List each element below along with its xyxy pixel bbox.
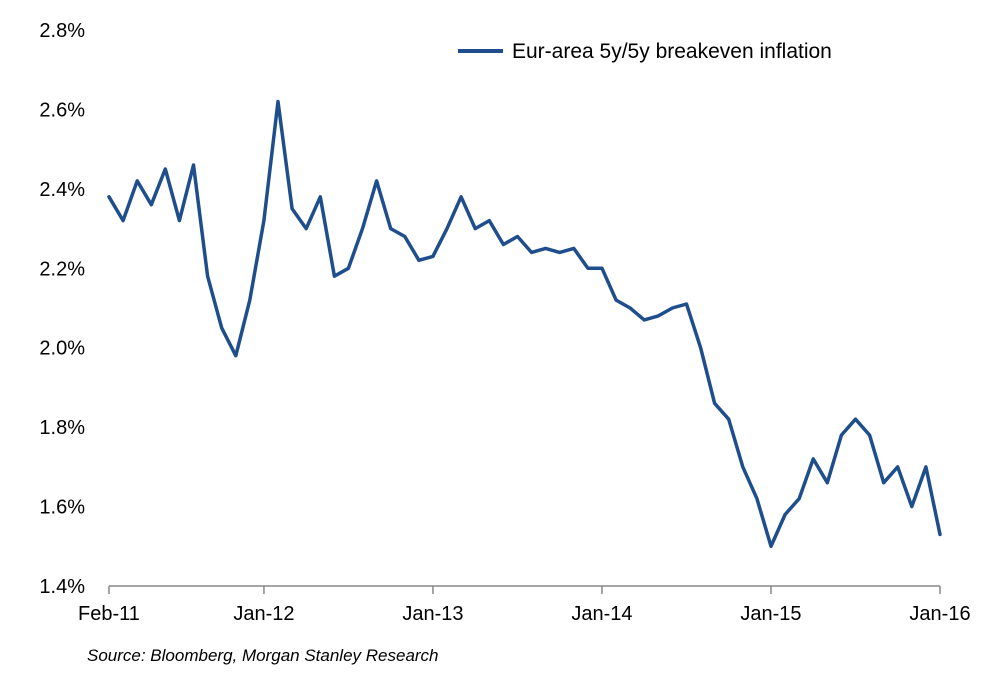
source-note: Source: Bloomberg, Morgan Stanley Resear… <box>87 646 439 665</box>
y-tick-label: 2.4% <box>39 179 85 201</box>
x-axis: Feb-11 Jan-12 Jan-13 Jan-14 Jan-15 Jan-16 <box>78 585 971 625</box>
y-tick-label: 2.6% <box>39 99 85 121</box>
y-tick-label: 1.8% <box>39 417 85 439</box>
y-tick-label: 2.8% <box>39 20 85 42</box>
y-tick-label: 2.0% <box>39 338 85 360</box>
x-tick-label: Jan-15 <box>740 603 801 625</box>
x-tick-label: Jan-12 <box>233 603 294 625</box>
x-tick-label: Jan-14 <box>571 603 632 625</box>
y-tick-label: 1.4% <box>39 576 85 598</box>
y-tick-label: 1.6% <box>39 497 85 519</box>
x-tick-label: Feb-11 <box>78 603 140 625</box>
series-group <box>107 99 942 549</box>
x-tick-label: Jan-13 <box>402 603 463 625</box>
series-line <box>107 99 942 549</box>
legend: Eur-area 5y/5y breakeven inflation <box>458 40 832 63</box>
legend-label: Eur-area 5y/5y breakeven inflation <box>512 40 832 63</box>
y-tick-label: 2.2% <box>39 258 85 280</box>
y-axis: 1.4% 1.6% 1.8% 2.0% 2.2% 2.4% 2.6% 2.8% <box>39 20 85 598</box>
x-tick-label: Jan-16 <box>909 603 970 625</box>
